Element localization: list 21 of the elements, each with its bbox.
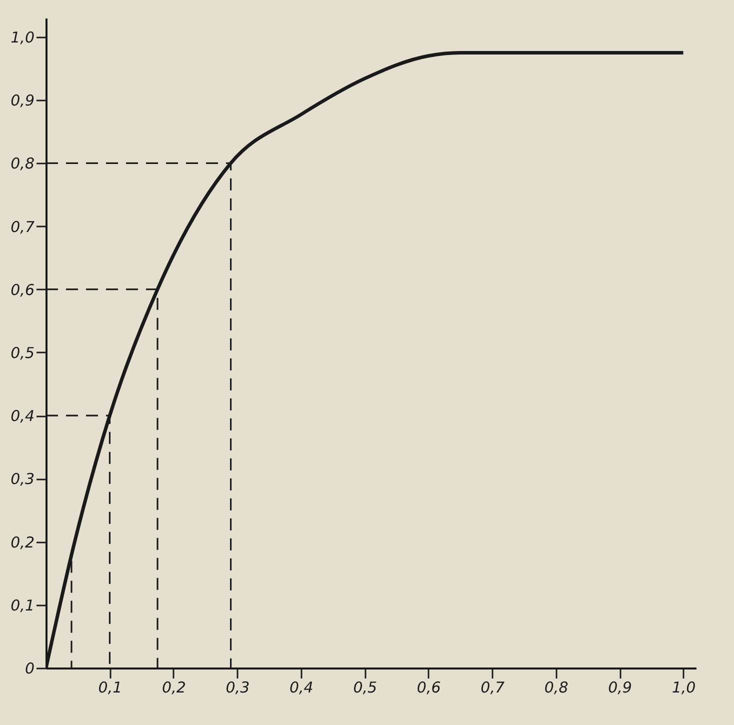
y-tick-label: 0,9	[10, 92, 34, 110]
x-tick-label: 0,8	[544, 678, 568, 696]
y-tick-label: 0,5	[10, 344, 34, 362]
y-tick-label: 0,1	[10, 596, 34, 614]
y-tick-label: 0,8	[10, 154, 34, 173]
y-tick-label: 0,2	[10, 533, 34, 552]
y-tick-label: 0,3	[10, 470, 34, 488]
y-tick-label: 0,6	[10, 280, 34, 299]
x-tick-label: 1,0	[672, 678, 696, 696]
x-tick-label: 0,3	[226, 678, 250, 696]
x-tick-label: 0,2	[162, 678, 186, 696]
y-tick-label: 0,4	[10, 407, 34, 426]
x-tick-label: 0,6	[416, 678, 441, 696]
y-tick-label: 0,7	[10, 218, 35, 236]
x-tick-label: 0,9	[608, 678, 632, 696]
y-tick-label: 0	[24, 660, 34, 678]
x-tick-label: 0,1	[98, 678, 122, 696]
x-tick-label: 0,7	[480, 678, 505, 696]
x-tick-label: 0,5	[353, 678, 378, 696]
y-tick-label: 1,0	[10, 28, 34, 46]
x-tick-label: 0,4	[289, 678, 314, 696]
